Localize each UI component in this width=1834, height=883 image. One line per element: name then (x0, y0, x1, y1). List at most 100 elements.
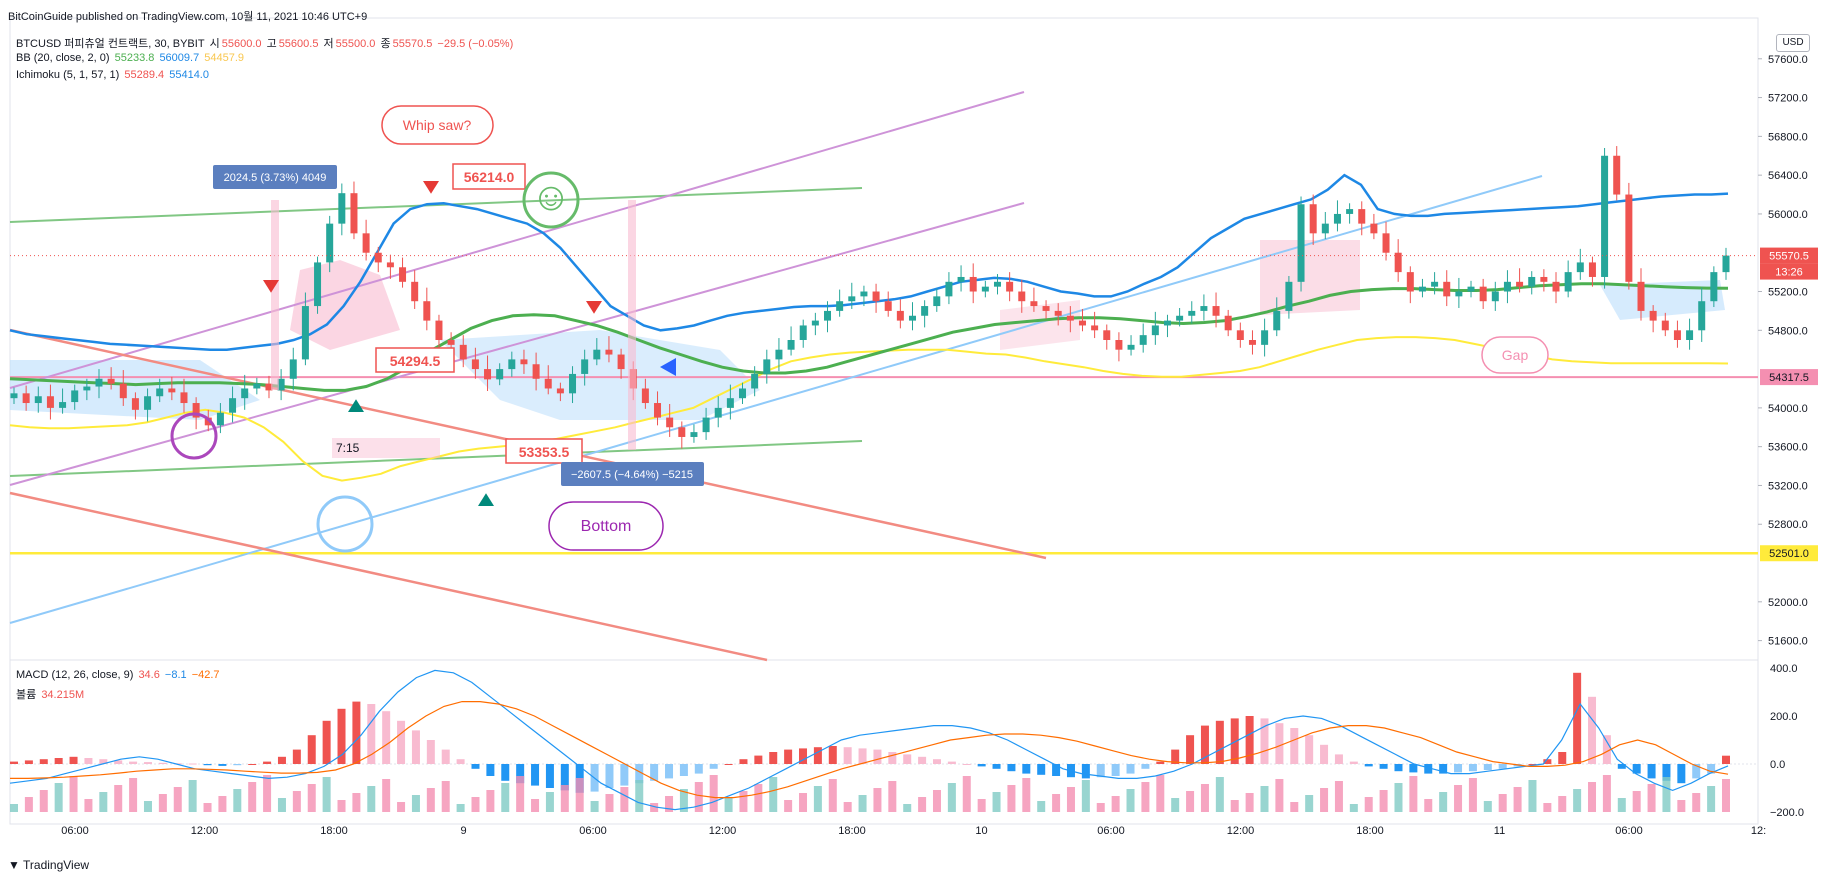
macd-hist-bar (1722, 755, 1730, 764)
candle-body (824, 310, 832, 321)
macd-hist-bar (1052, 764, 1061, 776)
volume-bar (1081, 780, 1090, 812)
volume-bar (724, 798, 733, 812)
candle-body (1649, 310, 1657, 321)
publish-info: BitCoinGuide published on TradingView.co… (8, 11, 368, 23)
x-tick-label: 18:00 (838, 825, 866, 837)
volume-bar (10, 804, 18, 812)
y-tick-label: 52000.0 (1768, 597, 1808, 609)
tradingview-logo[interactable]: ▼ TradingView (8, 858, 89, 872)
macd-hist-bar (754, 755, 763, 764)
cloud-blue-3 (1600, 280, 1725, 320)
bb-legend[interactable]: BB (20, close, 2, 0) 55233.8 56009.7 544… (16, 52, 246, 64)
macd-hist-bar (620, 764, 629, 786)
macd-hist-bar (1171, 749, 1180, 764)
macd-hist-bar (739, 759, 748, 764)
trendline-red-2 (9, 491, 768, 662)
volume-bar (962, 776, 971, 812)
ichimoku-label: Ichimoku (5, 1, 57, 1) (16, 69, 120, 81)
volume-bar (1394, 783, 1403, 812)
ichimoku-value-1: 55289.4 (124, 69, 165, 81)
candle-body (374, 252, 382, 263)
volume-bar (1602, 775, 1611, 812)
candle-body (544, 378, 552, 389)
macd-hist-bar (1692, 764, 1701, 779)
volume-bar (1141, 782, 1150, 812)
macd-line (9, 669, 1729, 811)
macd-hist-bar (426, 740, 435, 764)
volume-bar (709, 775, 718, 812)
ichimoku-legend[interactable]: Ichimoku (5, 1, 57, 1) 55289.4 55414.0 (16, 69, 211, 81)
macd-hist-bar (1439, 764, 1448, 774)
volume-bar (1275, 779, 1284, 812)
volume-bar (411, 795, 420, 812)
candle-body (253, 383, 261, 389)
measure-up-box (213, 165, 337, 189)
y-tick-label: 51600.0 (1768, 636, 1808, 648)
candle-body (1406, 272, 1414, 292)
candle-body (1078, 320, 1086, 326)
macd-hist-bar (218, 764, 227, 766)
x-tick-label: 11 (1494, 825, 1505, 837)
macd-hist-bar (977, 764, 986, 767)
macd-hist-bar (1662, 764, 1671, 781)
volume-bar (1037, 801, 1046, 812)
candle-body (921, 306, 929, 316)
macd-hist-bar (1081, 764, 1090, 779)
candle-body (411, 281, 419, 302)
y-tick-label: 56800.0 (1768, 131, 1808, 143)
macd-hist-bar (1424, 764, 1433, 774)
gap-bubble (1481, 336, 1549, 374)
volume-legend[interactable]: 볼륨 34.215M (16, 686, 86, 702)
macd-hist-bar (1364, 764, 1373, 767)
candle-body (496, 369, 504, 380)
volume-bar (263, 775, 272, 812)
macd-hist-bar (1290, 728, 1299, 764)
candle-body (338, 193, 346, 224)
volume-bar (1424, 799, 1433, 812)
candle-body (811, 320, 819, 326)
volume-bar (143, 801, 152, 812)
volume-bar (1573, 789, 1582, 812)
volume-bar (352, 793, 361, 812)
volume-bar (1171, 798, 1180, 812)
volume-bar (188, 780, 197, 812)
volume-bar (1230, 800, 1239, 812)
macd-y-tick-label: 400.0 (1770, 663, 1798, 675)
volume-bar (1677, 800, 1686, 812)
volume-bar (39, 790, 48, 812)
candle-body (204, 417, 212, 426)
candle-body (1030, 301, 1038, 307)
candle-body (1091, 325, 1099, 331)
candle-body (119, 383, 127, 399)
volume-bar (54, 783, 63, 812)
macd-legend[interactable]: MACD (12, 26, close, 9) 34.6 −8.1 −42.7 (16, 669, 222, 681)
volume-bar (828, 779, 837, 812)
close-label: 종 (380, 38, 391, 50)
y-tick-label: 54000.0 (1768, 403, 1808, 415)
candle-body (1018, 291, 1026, 302)
x-tick-label: 18:00 (320, 825, 348, 837)
macd-hist-bar (1483, 764, 1492, 770)
y-tick-label: 53200.0 (1768, 480, 1808, 492)
open-value: 55600.0 (221, 38, 262, 50)
yellow-level-tag: 52501.0 (1769, 548, 1809, 560)
macd-hist-bar (1126, 764, 1135, 774)
volume-bar (620, 787, 629, 812)
volume-bar (739, 791, 748, 812)
macd-hist-bar (709, 764, 718, 769)
candle-body (46, 396, 54, 408)
countdown-tag: 13:26 (1775, 267, 1803, 279)
candle-body (666, 417, 674, 428)
macd-hist-bar (799, 748, 808, 764)
y-tick-label: 56000.0 (1768, 209, 1808, 221)
currency-badge[interactable]: USD (1776, 34, 1810, 52)
symbol-legend[interactable]: BTCUSD 퍼피츄얼 컨트랙트, 30, BYBIT 시 55600.0 고 55… (16, 35, 515, 51)
macd-hist-bar (10, 761, 18, 764)
candle-body (1576, 262, 1584, 273)
volume-bar (516, 776, 525, 812)
high-label-text: 56214.0 (464, 169, 515, 185)
candle-body (350, 193, 358, 234)
candle-body (435, 320, 443, 340)
